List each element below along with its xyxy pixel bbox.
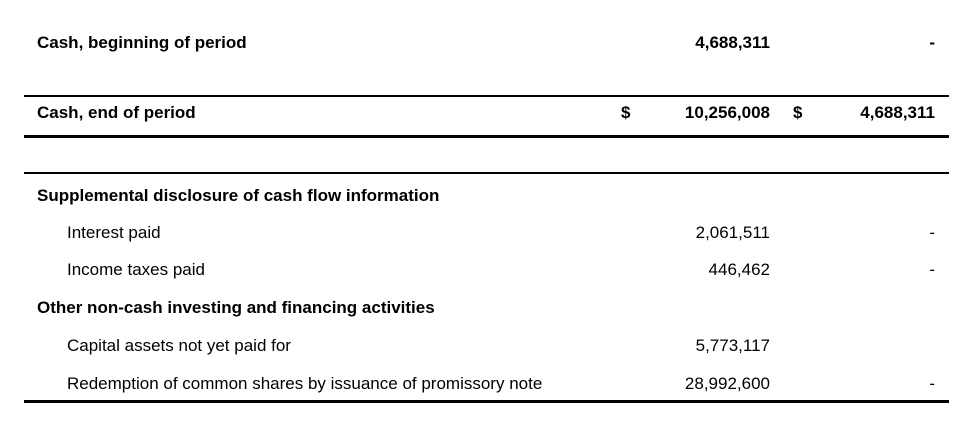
dollar-sign: [770, 33, 810, 53]
amount-current-period: 2,061,511: [695, 223, 770, 242]
rule-above-cash-end: [24, 95, 949, 97]
row-label: Cash, end of period: [37, 103, 196, 122]
row-label: Income taxes paid: [67, 260, 205, 279]
table-row: Capital assets not yet paid for 5,773,11…: [24, 336, 949, 356]
amount-current-period: 446,462: [708, 260, 770, 279]
amount-prior-period: [810, 336, 935, 356]
dollar-sign: [770, 374, 810, 394]
bottom-rule: [24, 400, 949, 403]
row-label: Cash, beginning of period: [37, 33, 247, 52]
dollar-sign: [598, 260, 638, 280]
dollar-sign: $: [621, 103, 631, 122]
dollar-sign: [770, 223, 810, 243]
dollar-sign: [598, 33, 638, 53]
table-row: Income taxes paid 446,462 -: [24, 260, 949, 280]
dollar-sign: [770, 260, 810, 280]
table-row: Cash, beginning of period 4,688,311 -: [24, 33, 949, 53]
amount-prior-period: -: [929, 223, 935, 242]
amount-prior-period: -: [929, 33, 935, 52]
section-header-row: Other non-cash investing and financing a…: [24, 298, 949, 318]
section-header-label: Other non-cash investing and financing a…: [37, 298, 435, 317]
amount-prior-period: -: [929, 260, 935, 279]
section-header-row: Supplemental disclosure of cash flow inf…: [24, 186, 949, 206]
row-label: Redemption of common shares by issuance …: [67, 374, 543, 393]
table-row: Interest paid 2,061,511 -: [24, 223, 949, 243]
dollar-sign: [598, 336, 638, 356]
dollar-sign: [598, 223, 638, 243]
row-label: Interest paid: [67, 223, 161, 242]
amount-current-period: 5,773,117: [695, 336, 770, 355]
dollar-sign: [598, 374, 638, 394]
section-header-label: Supplemental disclosure of cash flow inf…: [37, 186, 440, 205]
table-row: Redemption of common shares by issuance …: [24, 374, 949, 394]
dollar-sign: [770, 336, 810, 356]
amount-current-period: 10,256,008: [684, 103, 770, 122]
rule-below-cash-end: [24, 135, 949, 138]
section-divider-rule: [24, 172, 949, 174]
amount-current-period: 4,688,311: [695, 33, 770, 52]
amount-prior-period: 4,688,311: [860, 103, 935, 122]
amount-prior-period: -: [929, 374, 935, 393]
dollar-sign: $: [793, 103, 803, 122]
table-row: Cash, end of period $ 10,256,008 $ 4,688…: [24, 103, 949, 123]
amount-current-period: 28,992,600: [684, 374, 770, 393]
row-label: Capital assets not yet paid for: [67, 336, 291, 355]
